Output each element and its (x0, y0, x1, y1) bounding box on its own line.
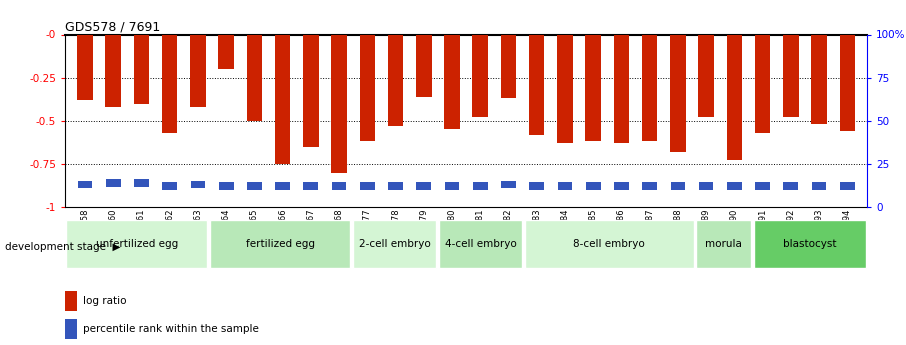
Text: development stage  ▶: development stage ▶ (5, 242, 120, 252)
Bar (105, 34, 121, 107)
Bar (501, 181, 516, 188)
Bar (388, 34, 403, 126)
Bar (501, 34, 516, 98)
Text: morula: morula (706, 239, 742, 249)
Bar (106, 179, 120, 187)
Bar (162, 183, 177, 190)
Text: GDS578 / 7691: GDS578 / 7691 (65, 20, 160, 33)
Bar (360, 34, 375, 141)
Bar (641, 34, 658, 141)
Bar (190, 181, 206, 188)
Bar (756, 183, 770, 190)
Text: log ratio: log ratio (82, 296, 126, 306)
Bar (840, 34, 855, 131)
Bar (812, 183, 826, 190)
Bar (304, 183, 318, 190)
Bar (784, 183, 798, 190)
Bar (332, 34, 347, 172)
Bar (697, 220, 751, 268)
Bar (529, 34, 545, 135)
Bar (134, 34, 149, 104)
Bar (670, 183, 685, 190)
Text: fertilized egg: fertilized egg (246, 239, 314, 249)
Bar (439, 220, 522, 268)
Bar (699, 34, 714, 117)
Bar (585, 34, 601, 141)
Bar (557, 34, 573, 143)
Bar (416, 34, 431, 97)
Bar (360, 183, 375, 190)
Bar (417, 183, 431, 190)
Bar (332, 183, 346, 190)
Bar (642, 183, 657, 190)
Bar (304, 34, 319, 147)
Bar (613, 34, 629, 143)
Bar (754, 220, 866, 268)
Bar (699, 183, 714, 190)
Text: 2-cell embryo: 2-cell embryo (359, 239, 430, 249)
Bar (246, 34, 262, 121)
Text: 4-cell embryo: 4-cell embryo (445, 239, 516, 249)
Bar (352, 220, 437, 268)
Bar (473, 34, 488, 117)
Text: 8-cell embryo: 8-cell embryo (573, 239, 645, 249)
Bar (66, 220, 207, 268)
Bar (275, 183, 290, 190)
Bar (473, 183, 487, 190)
Bar (134, 179, 149, 187)
Bar (525, 220, 694, 268)
Text: unfertilized egg: unfertilized egg (96, 239, 178, 249)
Bar (247, 183, 262, 190)
Bar (78, 181, 92, 188)
Bar (445, 183, 459, 190)
Bar (275, 34, 291, 164)
Bar (727, 34, 742, 160)
Bar (77, 34, 92, 100)
Bar (811, 34, 827, 124)
Bar (162, 34, 178, 133)
Bar (586, 183, 601, 190)
Bar (783, 34, 798, 117)
Bar (840, 183, 854, 190)
Bar (557, 183, 573, 190)
Bar (444, 34, 459, 129)
Bar (209, 220, 351, 268)
Bar (529, 183, 545, 190)
Bar (65, 319, 77, 339)
Bar (727, 183, 742, 190)
Text: blastocyst: blastocyst (783, 239, 836, 249)
Bar (388, 183, 403, 190)
Bar (755, 34, 770, 133)
Bar (614, 183, 629, 190)
Bar (670, 34, 686, 152)
Bar (190, 34, 206, 107)
Bar (65, 291, 77, 311)
Bar (218, 183, 234, 190)
Bar (218, 34, 234, 69)
Text: percentile rank within the sample: percentile rank within the sample (82, 324, 258, 334)
